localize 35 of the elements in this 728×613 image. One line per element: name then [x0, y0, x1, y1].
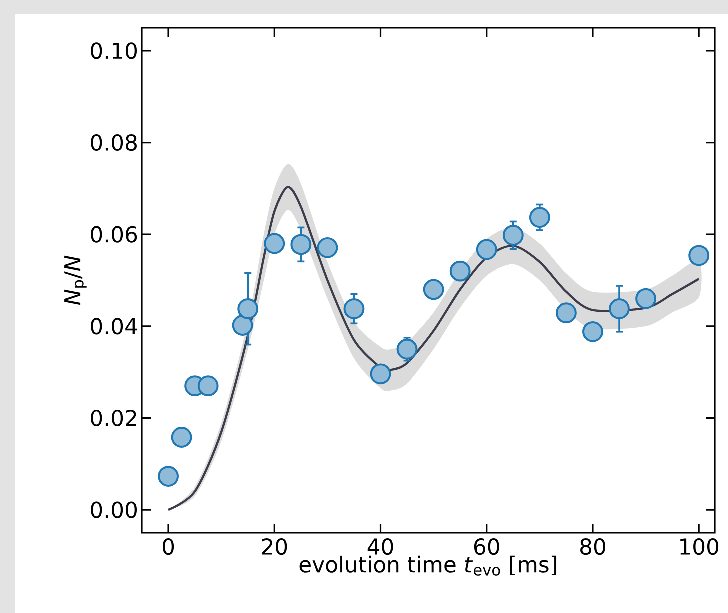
x-tick-label: 80 [580, 538, 606, 556]
point [636, 288, 656, 310]
point [423, 279, 444, 300]
y-axis-title: N$_{p}$/N [64, 256, 87, 306]
point [171, 427, 192, 448]
x-tick-label: 100 [680, 538, 719, 556]
point [264, 233, 286, 254]
y-tick-label: 0.10 [91, 42, 138, 60]
x-tick-label: 20 [262, 538, 288, 556]
point [232, 315, 254, 336]
point [344, 298, 365, 320]
point [529, 207, 550, 228]
point [582, 321, 604, 342]
y-tick-label: 0.02 [91, 410, 136, 427]
point [688, 245, 710, 266]
point [609, 298, 630, 320]
point [556, 302, 577, 324]
x-tick-label: 60 [474, 538, 500, 556]
y-tick-label: 0.04 [91, 318, 138, 335]
point [450, 260, 471, 282]
y-tick-label: 0.00 [91, 502, 138, 518]
x-axis-title: evolution time t$_{evo}$ [ms] [300, 556, 557, 576]
point [238, 298, 259, 320]
x-tick-label: 40 [368, 538, 394, 556]
y-tick-label: 0.08 [91, 134, 137, 152]
point [476, 239, 498, 260]
y-tick-label: 0.06 [91, 226, 138, 243]
point [158, 466, 179, 487]
point [317, 237, 338, 258]
point [198, 376, 219, 397]
point [502, 225, 524, 246]
point [396, 338, 418, 360]
x-tick-label: 0 [162, 538, 174, 556]
point [290, 234, 312, 256]
point [370, 364, 392, 385]
